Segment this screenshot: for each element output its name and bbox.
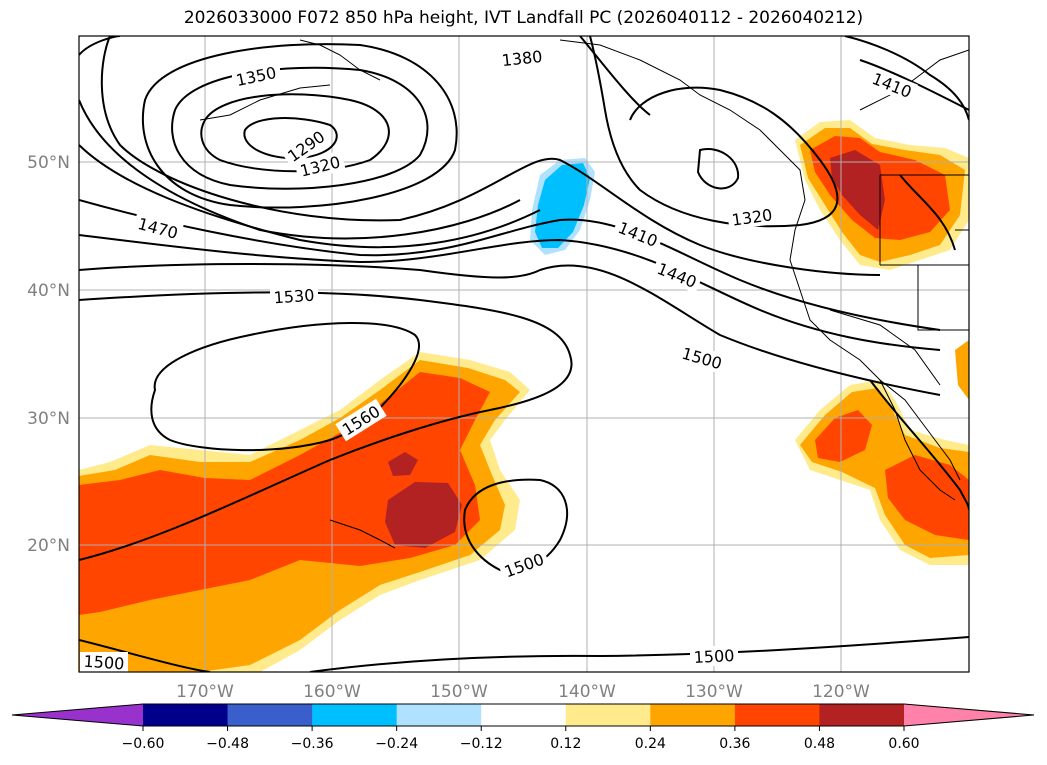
colorbar: −0.60 −0.48 −0.36 −0.24 −0.12 0.12 0.24 0.36 0.4… (11, 703, 1035, 752)
colorbar-tick-label: −0.24 (375, 736, 418, 752)
lon-label: 170°W (176, 682, 234, 702)
colorbar-tick-label: −0.12 (460, 736, 503, 752)
colorbar-tick-label: 0.12 (550, 736, 581, 752)
colorbar-segment (565, 704, 651, 726)
colorbar-tick-label: −0.60 (122, 736, 165, 752)
colorbar-tick-label: 0.48 (804, 736, 835, 752)
colorbar-segment (143, 704, 229, 726)
colorbar-segment (312, 704, 398, 726)
lon-label: 140°W (558, 682, 616, 702)
contour-label: 1500 (693, 646, 735, 667)
latitude-labels: 50°N 40°N 30°N 20°N (27, 153, 70, 556)
ivt-shading-california (795, 340, 969, 565)
colorbar-extend-min (12, 704, 143, 726)
coastlines (199, 39, 969, 549)
ivt-shading-negative (530, 158, 595, 255)
contour-label: 1380 (501, 47, 543, 70)
lon-label: 120°W (812, 682, 870, 702)
plot-area: 1350 1290 1320 1380 1410 1470 1410 1440 … (79, 36, 969, 674)
colorbar-tick-label: 0.36 (719, 736, 750, 752)
colorbar-segment (650, 704, 736, 726)
lon-label: 150°W (430, 682, 488, 702)
colorbar-segment (734, 704, 820, 726)
height-contours (79, 36, 969, 672)
contour-label: 1530 (273, 286, 315, 308)
lon-label: 130°W (685, 682, 743, 702)
colorbar-segment (396, 704, 482, 726)
colorbar-tick-label: 0.24 (635, 736, 666, 752)
longitude-labels: 170°W 160°W 150°W 140°W 130°W 120°W (176, 682, 870, 702)
contour-label: 1500 (83, 652, 125, 674)
colorbar-tick-label: −0.48 (206, 736, 249, 752)
lat-label: 50°N (27, 153, 70, 173)
ivt-shading-southwest (79, 352, 530, 672)
lat-label: 20°N (27, 536, 70, 556)
lat-label: 40°N (27, 281, 70, 301)
colorbar-tick-label: 0.60 (888, 736, 919, 752)
lat-label: 30°N (27, 409, 70, 429)
colorbar-tick-label: −0.36 (291, 736, 334, 752)
lon-label: 160°W (303, 682, 361, 702)
plot-frame (78, 35, 970, 673)
colorbar-extend-max (904, 704, 1034, 726)
colorbar-segment (819, 704, 905, 726)
map-title: 2026033000 F072 850 hPa height, IVT Land… (183, 8, 864, 28)
colorbar-segment (227, 704, 313, 726)
colorbar-segment (481, 704, 567, 726)
